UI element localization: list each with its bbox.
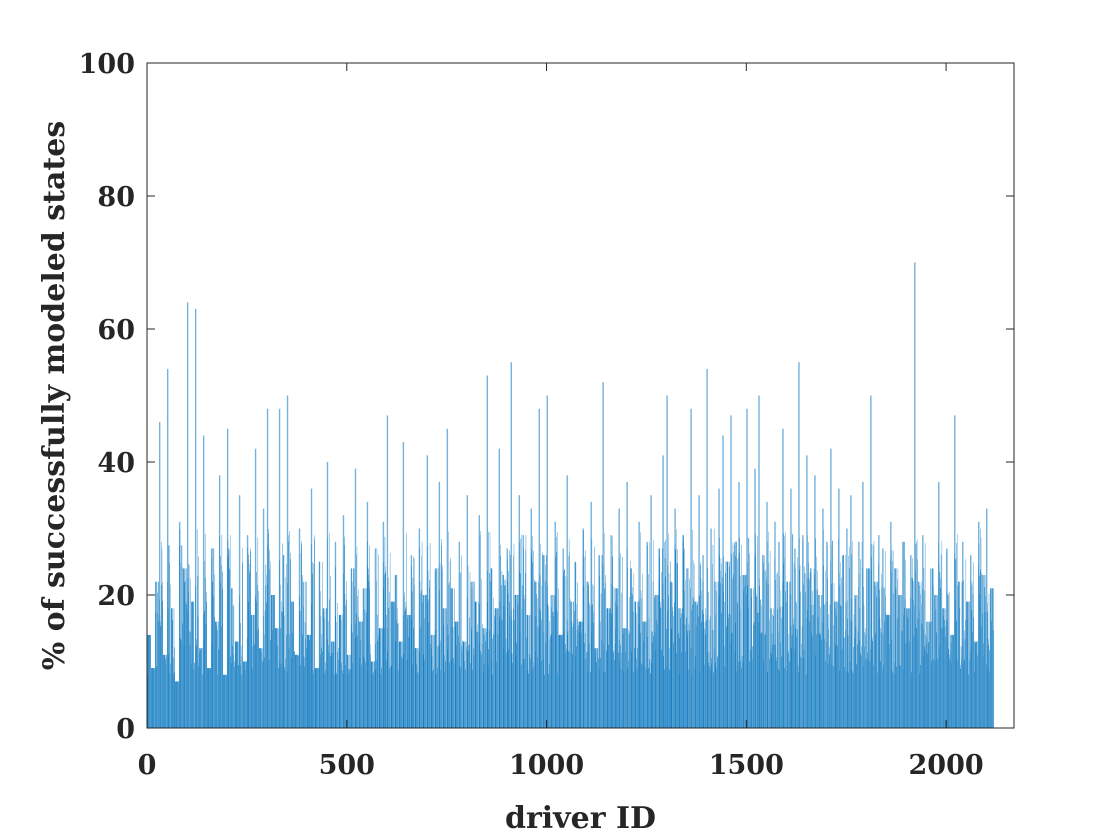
bar bbox=[466, 495, 469, 728]
y-tick-label: 80 bbox=[97, 182, 135, 213]
bar bbox=[566, 475, 568, 728]
bar bbox=[706, 368, 708, 728]
bar bbox=[342, 515, 345, 728]
bar bbox=[158, 422, 161, 728]
tick-labels: 0 500 1000 1500 2000 0 20 40 60 80 100 bbox=[79, 49, 984, 781]
x-tick-label: 2000 bbox=[909, 750, 984, 781]
x-tick-label: 0 bbox=[138, 750, 157, 781]
bar bbox=[522, 535, 524, 728]
bar bbox=[166, 368, 169, 728]
bar bbox=[822, 508, 824, 728]
bar bbox=[202, 435, 205, 728]
bar bbox=[650, 495, 652, 728]
bar bbox=[458, 541, 461, 728]
bar bbox=[746, 408, 748, 728]
bar bbox=[710, 528, 712, 728]
bar bbox=[230, 588, 233, 728]
bar bbox=[846, 528, 848, 728]
bar bbox=[286, 395, 289, 728]
bar-series bbox=[147, 262, 995, 728]
bar bbox=[546, 395, 548, 728]
bar bbox=[970, 555, 972, 728]
bar bbox=[510, 362, 512, 728]
x-tick-label: 500 bbox=[319, 750, 375, 781]
bar bbox=[690, 408, 692, 728]
y-axis-label: % of successfully modeled states bbox=[37, 121, 72, 671]
y-tick-label: 20 bbox=[97, 581, 135, 612]
bar bbox=[254, 448, 257, 728]
axis-ticks bbox=[146, 62, 1014, 729]
bar bbox=[498, 448, 500, 728]
bar bbox=[734, 541, 736, 728]
x-tick-label: 1000 bbox=[509, 750, 584, 781]
x-axis-label: driver ID bbox=[505, 801, 656, 836]
bar bbox=[602, 382, 604, 728]
bar bbox=[850, 495, 852, 728]
x-tick-label: 1500 bbox=[709, 750, 784, 781]
bar bbox=[870, 395, 872, 728]
bar bbox=[986, 508, 988, 728]
bar bbox=[266, 408, 269, 728]
bar bbox=[246, 535, 249, 728]
bar bbox=[882, 548, 884, 728]
bar bbox=[826, 541, 828, 728]
y-tick-label: 40 bbox=[97, 448, 135, 479]
bar bbox=[354, 468, 357, 728]
bar bbox=[798, 362, 800, 728]
bar bbox=[538, 408, 540, 728]
bar bbox=[402, 442, 405, 728]
bar bbox=[386, 415, 389, 728]
bar bbox=[742, 575, 744, 728]
bar bbox=[730, 415, 732, 728]
y-tick-label: 0 bbox=[116, 714, 135, 745]
bar bbox=[646, 541, 648, 728]
bar bbox=[486, 375, 489, 728]
bar bbox=[666, 395, 668, 728]
bar bbox=[210, 548, 213, 728]
bar bbox=[806, 455, 808, 728]
bar bbox=[450, 588, 453, 728]
bar bbox=[794, 548, 796, 728]
y-tick-label: 100 bbox=[79, 49, 135, 80]
bar bbox=[694, 601, 696, 728]
bar bbox=[758, 395, 760, 728]
bar bbox=[722, 435, 724, 728]
bar bbox=[914, 262, 916, 728]
bar bbox=[186, 302, 189, 728]
bar bbox=[374, 548, 377, 728]
bar bbox=[786, 581, 788, 728]
plot-frame bbox=[146, 62, 1015, 729]
bar bbox=[390, 601, 393, 728]
bar bbox=[782, 428, 784, 728]
bar bbox=[894, 568, 896, 728]
bar bbox=[194, 309, 197, 728]
bar bbox=[446, 428, 449, 728]
y-tick-label: 60 bbox=[97, 315, 135, 346]
